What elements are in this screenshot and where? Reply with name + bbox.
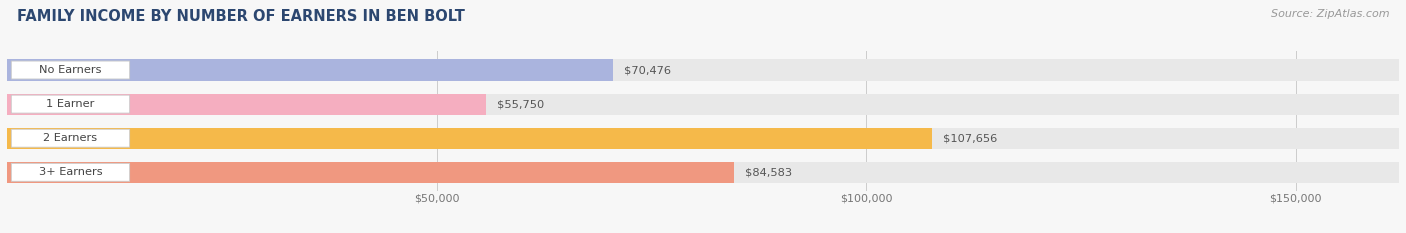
FancyBboxPatch shape xyxy=(11,95,129,113)
Text: FAMILY INCOME BY NUMBER OF EARNERS IN BEN BOLT: FAMILY INCOME BY NUMBER OF EARNERS IN BE… xyxy=(17,9,465,24)
Bar xyxy=(7,128,1399,149)
Text: 2 Earners: 2 Earners xyxy=(44,133,97,143)
FancyBboxPatch shape xyxy=(11,163,129,181)
Bar xyxy=(7,59,1399,81)
Bar xyxy=(7,59,613,81)
Bar xyxy=(7,93,486,115)
Text: $55,750: $55,750 xyxy=(498,99,544,109)
Text: $107,656: $107,656 xyxy=(943,133,997,143)
Bar xyxy=(7,93,1399,115)
Bar xyxy=(7,128,932,149)
Text: $84,583: $84,583 xyxy=(745,167,792,177)
FancyBboxPatch shape xyxy=(11,61,129,79)
Text: 3+ Earners: 3+ Earners xyxy=(39,167,103,177)
Text: Source: ZipAtlas.com: Source: ZipAtlas.com xyxy=(1271,9,1389,19)
Text: $70,476: $70,476 xyxy=(624,65,671,75)
Bar xyxy=(7,162,734,183)
Text: 1 Earner: 1 Earner xyxy=(46,99,94,109)
Text: No Earners: No Earners xyxy=(39,65,101,75)
FancyBboxPatch shape xyxy=(11,129,129,147)
Bar xyxy=(7,162,1399,183)
